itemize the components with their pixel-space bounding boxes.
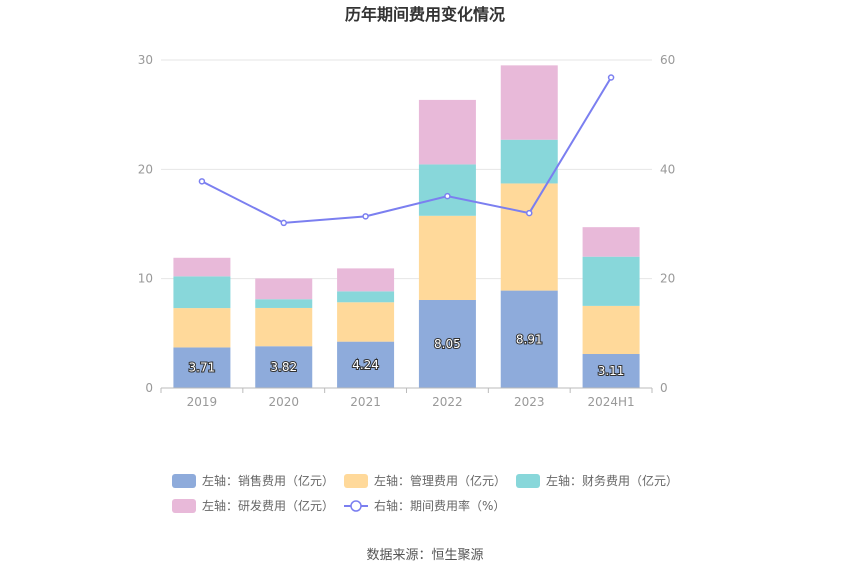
legend-label: 左轴：销售费用（亿元） xyxy=(202,473,334,488)
legend-swatch xyxy=(516,474,540,488)
bar-segment-3 xyxy=(255,299,313,308)
bar-segment-4 xyxy=(582,227,640,257)
bar-segment-3 xyxy=(337,291,395,303)
bar-segment-2 xyxy=(418,215,476,300)
rate-point xyxy=(607,74,615,81)
legend-label: 右轴：期间费用率（%） xyxy=(374,498,505,513)
left-axis-tick: 10 xyxy=(138,272,153,286)
data-label: 4.24 xyxy=(352,358,379,372)
bar-segment-4 xyxy=(255,278,313,300)
bar-segment-3 xyxy=(500,139,558,184)
x-axis-tick-label: 2021 xyxy=(350,395,381,409)
rate-point xyxy=(444,192,451,200)
bar-segment-1 xyxy=(582,353,640,388)
legend-swatch xyxy=(344,474,368,488)
x-axis-tick-label: 2023 xyxy=(514,395,545,409)
axes-layer: 0 10 20 30 0 20 40 60 2019 2020 2021 2022 2023 2024H1 xyxy=(138,53,676,409)
chart-title: 历年期间费用变化情况 xyxy=(345,5,505,24)
bar-layer xyxy=(173,65,640,388)
rate-line xyxy=(201,76,612,224)
data-label: 3.71 xyxy=(189,361,216,375)
legend-swatch xyxy=(172,474,196,488)
bar-segment-3 xyxy=(418,164,476,216)
data-label: 3.11 xyxy=(598,364,625,378)
bar-segment-1 xyxy=(337,341,395,388)
bar-segment-2 xyxy=(337,302,395,342)
bar-segment-2 xyxy=(255,307,313,347)
data-label: 8.05 xyxy=(434,337,461,351)
x-axis-tick-label: 2022 xyxy=(432,395,463,409)
data-label: 8.91 xyxy=(516,332,543,346)
bar-segment-1 xyxy=(173,347,231,388)
x-axis-tick-label: 2019 xyxy=(187,395,218,409)
bar-segment-1 xyxy=(255,346,313,388)
x-axis-tick-label: 2020 xyxy=(268,395,299,409)
bar-segment-1 xyxy=(500,290,558,388)
right-axis-tick: 40 xyxy=(660,162,675,176)
left-axis-tick: 20 xyxy=(138,162,153,176)
rate-point xyxy=(198,178,206,185)
legend-line-marker xyxy=(350,500,362,512)
rate-point xyxy=(280,219,287,227)
rate-point xyxy=(362,213,369,220)
line-layer xyxy=(198,74,615,227)
legend: 左轴：销售费用（亿元） 左轴：管理费用（亿元） 左轴：财务费用（亿元） 左轴：研发费用… xyxy=(172,473,678,513)
legend-label: 左轴：财务费用（亿元） xyxy=(546,473,678,488)
right-axis-tick: 60 xyxy=(660,53,675,67)
bar-segment-3 xyxy=(582,256,640,306)
rate-point xyxy=(526,209,533,217)
legend-label: 左轴：研发费用（亿元） xyxy=(202,498,334,513)
grid-lines xyxy=(161,59,652,280)
bar-segment-2 xyxy=(500,183,558,291)
bar-segment-1 xyxy=(418,299,476,388)
bar-segment-3 xyxy=(173,276,231,309)
right-axis-tick: 0 xyxy=(660,381,668,395)
left-axis-tick: 0 xyxy=(145,381,153,395)
data-label: 3.82 xyxy=(270,360,297,374)
data-label-layer: 3.71 3.82 4.24 8.05 8.91 3.11 xyxy=(188,331,626,379)
x-axis-tick-label: 2024H1 xyxy=(587,395,634,409)
source-note: 数据来源：恒生聚源 xyxy=(366,548,483,563)
right-axis-tick: 20 xyxy=(660,272,675,286)
legend-label: 左轴：管理费用（亿元） xyxy=(374,473,506,488)
bar-segment-4 xyxy=(500,65,558,140)
bar-segment-2 xyxy=(173,308,231,348)
bar-segment-4 xyxy=(173,257,231,277)
bar-segment-2 xyxy=(582,305,640,354)
bar-segment-4 xyxy=(418,99,476,165)
legend-swatch xyxy=(172,499,196,513)
bar-segment-4 xyxy=(337,268,395,292)
left-axis-tick: 30 xyxy=(138,53,153,67)
